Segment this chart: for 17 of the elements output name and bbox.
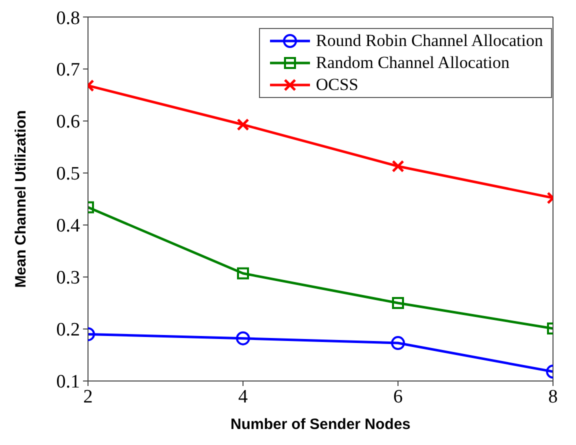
legend-label: OCSS: [316, 74, 358, 96]
x-tick-label: 6: [393, 386, 403, 408]
y-tick-label: 0.3: [56, 268, 80, 289]
y-tick-label: 0.6: [56, 112, 80, 133]
y-tick-label: 0.2: [56, 320, 80, 341]
y-axis-title: Mean Channel Utilization: [12, 110, 30, 288]
y-tick-label: 0.1: [56, 372, 80, 393]
legend-label: Random Channel Allocation: [316, 52, 510, 74]
y-tick-label: 0.8: [56, 8, 80, 29]
x-tick-label: 8: [548, 386, 558, 408]
y-tick-label: 0.7: [56, 60, 80, 81]
x-tick-label: 4: [238, 386, 248, 408]
y-tick-label: 0.4: [56, 216, 80, 237]
x-axis-title: Number of Sender Nodes: [230, 416, 411, 433]
y-tick-label: 0.5: [56, 164, 80, 185]
x-tick-label: 2: [83, 386, 93, 408]
legend-label: Round Robin Channel Allocation: [316, 30, 543, 52]
